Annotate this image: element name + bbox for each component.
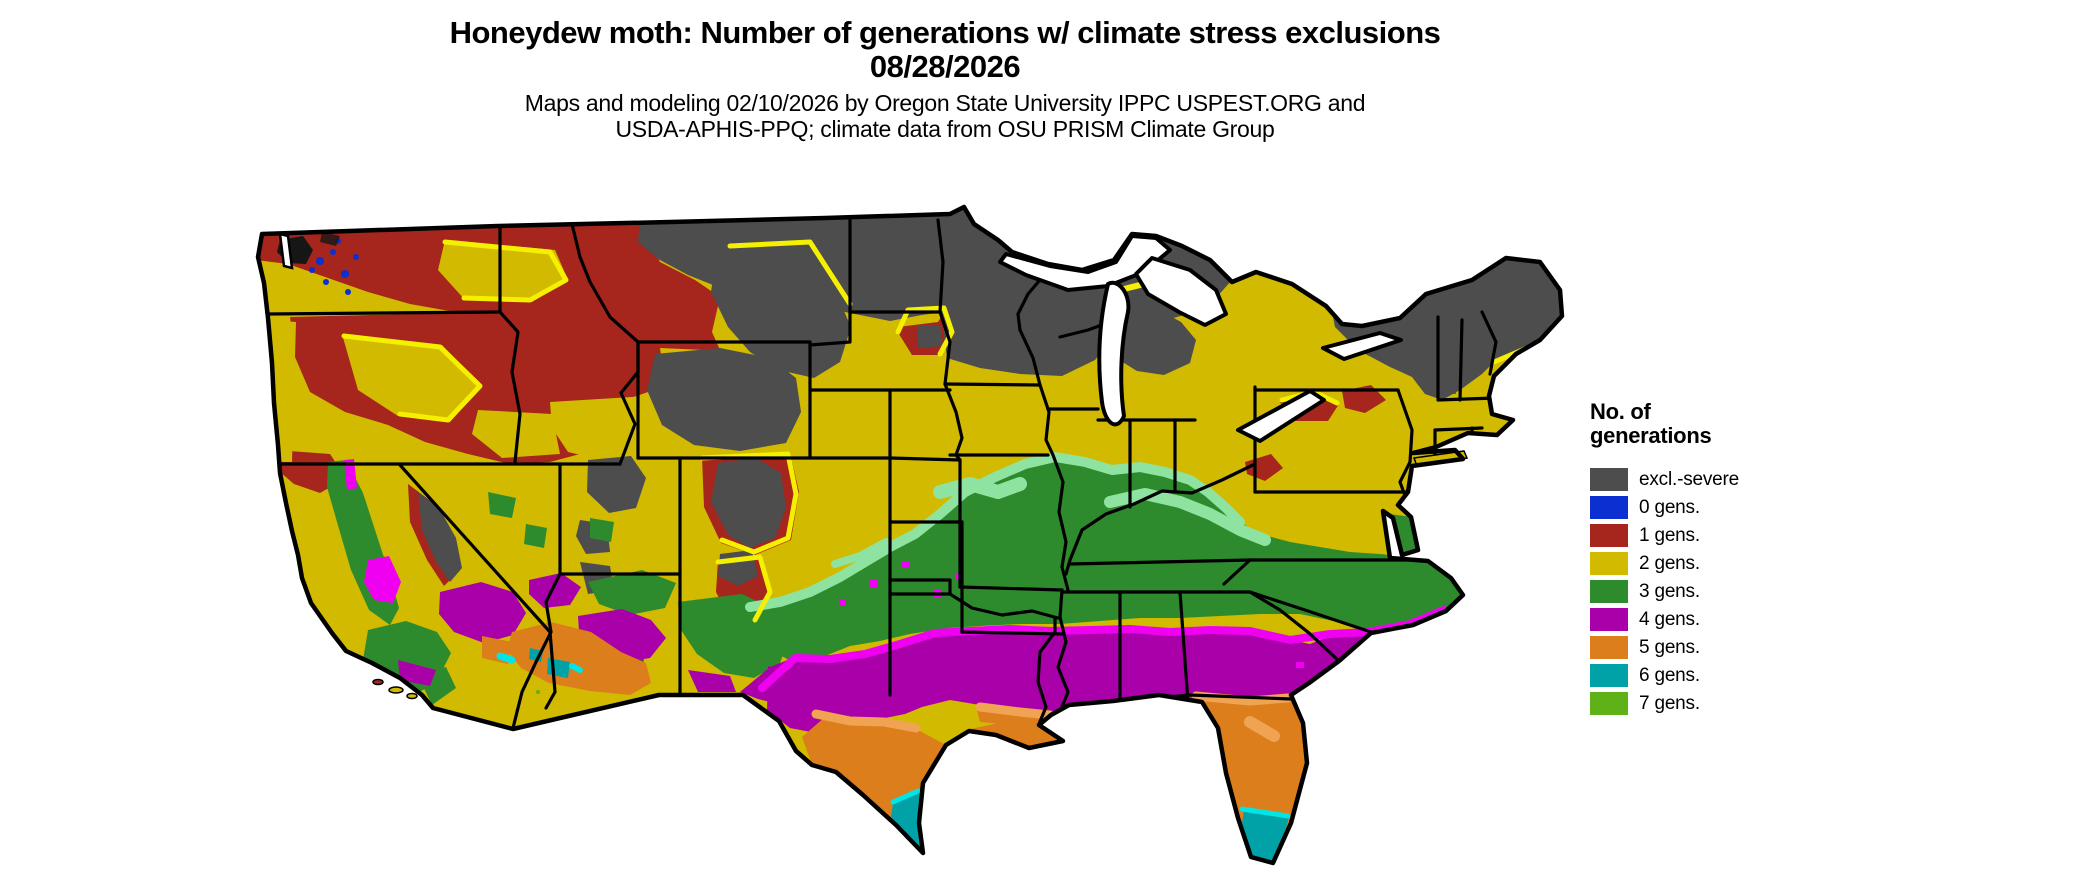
title-date: 08/28/2026 <box>869 49 1021 84</box>
legend-color-swatch <box>1590 608 1628 631</box>
figure-title: Honeydew moth: Number of generations w/ … <box>0 16 1890 84</box>
legend-label: excl.-severe <box>1639 468 1740 490</box>
subtitle-line-1: Maps and modeling 02/10/2026 by Oregon S… <box>524 90 1366 116</box>
legend-color-swatch <box>1590 552 1628 575</box>
legend-row: 4 gens. <box>1590 608 1890 631</box>
legend-label: 0 gens. <box>1639 496 1700 518</box>
legend-row: 1 gens. <box>1590 524 1890 547</box>
legend-label: 1 gens. <box>1639 524 1700 546</box>
legend-items: excl.-severe 0 gens. 1 gens. 2 gens. <box>1590 468 1890 715</box>
lake-erie <box>1236 389 1326 443</box>
legend-label: 5 gens. <box>1639 636 1700 658</box>
legend-color-swatch <box>1590 468 1628 491</box>
legend-title: No. of generations <box>1590 399 1712 448</box>
us-generations-map <box>250 162 1590 889</box>
legend-label: 7 gens. <box>1639 692 1700 714</box>
great-lakes <box>998 234 1403 443</box>
lake-ontario <box>1321 331 1403 361</box>
legend-row: 0 gens. <box>1590 496 1890 519</box>
legend-label: 2 gens. <box>1639 552 1700 574</box>
map-layer-mint-transition <box>745 452 1271 612</box>
legend-row: 3 gens. <box>1590 580 1890 603</box>
legend-row: 5 gens. <box>1590 636 1890 659</box>
map-layer-keys <box>1208 863 1265 877</box>
lake-michigan <box>1097 280 1131 427</box>
figure-subtitle: Maps and modeling 02/10/2026 by Oregon S… <box>0 90 1890 142</box>
legend-color-swatch <box>1590 496 1628 519</box>
legend-row: excl.-severe <box>1590 468 1890 491</box>
legend-label: 4 gens. <box>1639 608 1700 630</box>
channel-island <box>388 686 404 694</box>
legend-row: 7 gens. <box>1590 692 1890 715</box>
channel-island <box>406 692 418 700</box>
channel-island <box>372 678 384 686</box>
subtitle-line-2: USDA-APHIS-PPQ; climate data from OSU PR… <box>615 116 1275 142</box>
legend-label: 6 gens. <box>1639 664 1700 686</box>
map-legend: No. of generations excl.-severe 0 gens. … <box>1590 400 1890 720</box>
title-line-1: Honeydew moth: Number of generations w/ … <box>449 15 1441 50</box>
legend-color-swatch <box>1590 636 1628 659</box>
legend-color-swatch <box>1590 580 1628 603</box>
lake-huron <box>1134 256 1228 327</box>
legend-row: 2 gens. <box>1590 552 1890 575</box>
lake-superior <box>998 234 1172 292</box>
legend-color-swatch <box>1590 692 1628 715</box>
legend-color-swatch <box>1590 664 1628 687</box>
map-layer-7-gens-speckles <box>536 690 540 694</box>
legend-label: 3 gens. <box>1639 580 1700 602</box>
legend-row: 6 gens. <box>1590 664 1890 687</box>
legend-color-swatch <box>1590 524 1628 547</box>
